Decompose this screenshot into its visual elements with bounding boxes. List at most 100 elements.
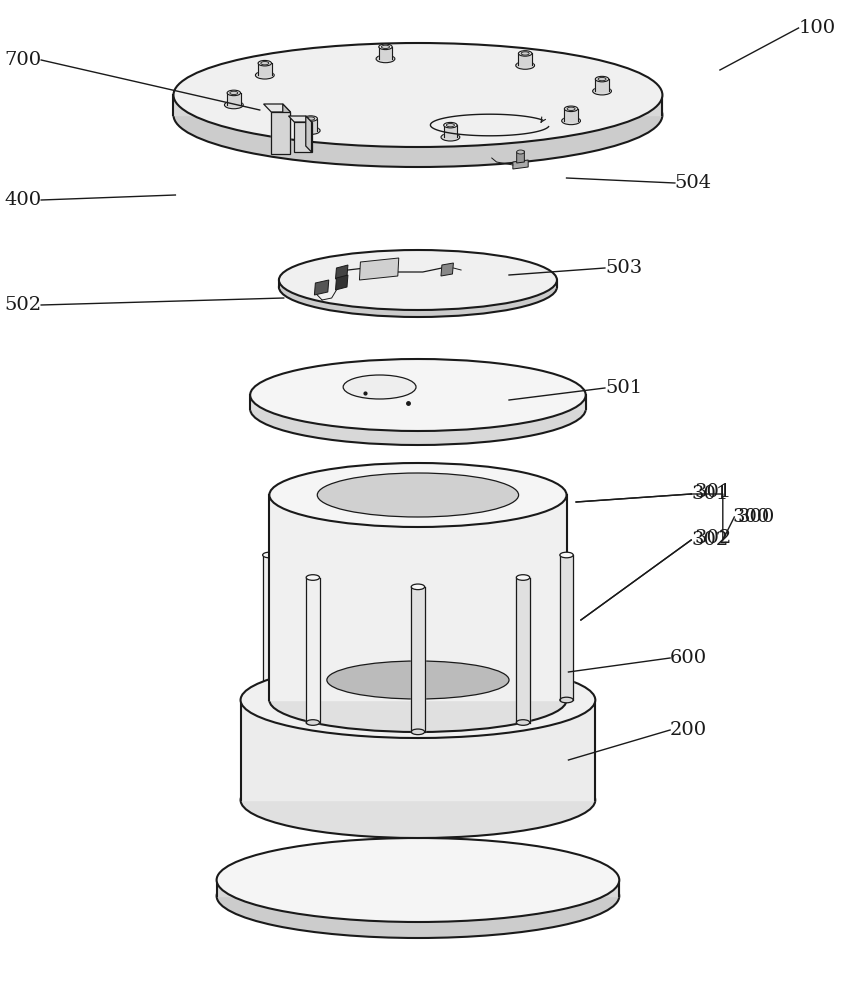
Polygon shape	[217, 880, 619, 896]
Ellipse shape	[230, 91, 238, 95]
Polygon shape	[336, 265, 348, 279]
Ellipse shape	[378, 44, 392, 50]
Polygon shape	[269, 495, 567, 700]
Polygon shape	[516, 532, 530, 677]
Ellipse shape	[444, 122, 458, 128]
Polygon shape	[304, 119, 317, 131]
Ellipse shape	[304, 116, 317, 121]
Ellipse shape	[279, 257, 557, 317]
Polygon shape	[306, 578, 320, 723]
Polygon shape	[564, 109, 578, 121]
Ellipse shape	[227, 90, 241, 96]
Polygon shape	[263, 104, 290, 112]
Ellipse shape	[382, 45, 389, 48]
Ellipse shape	[411, 584, 425, 590]
Ellipse shape	[376, 55, 395, 63]
Ellipse shape	[516, 530, 530, 535]
Polygon shape	[258, 63, 272, 75]
Polygon shape	[595, 79, 609, 91]
Text: 301: 301	[691, 485, 728, 503]
Polygon shape	[279, 280, 557, 287]
Polygon shape	[359, 258, 399, 280]
Ellipse shape	[595, 76, 609, 82]
Ellipse shape	[279, 250, 557, 310]
Ellipse shape	[261, 62, 269, 65]
Ellipse shape	[250, 373, 585, 445]
Ellipse shape	[564, 106, 578, 112]
Polygon shape	[336, 275, 348, 290]
Polygon shape	[516, 578, 530, 723]
Polygon shape	[306, 532, 320, 677]
Polygon shape	[227, 93, 241, 105]
Polygon shape	[272, 112, 290, 154]
Ellipse shape	[327, 661, 509, 699]
Ellipse shape	[269, 668, 567, 732]
Text: 502: 502	[4, 296, 41, 314]
Text: 700: 700	[4, 51, 41, 69]
Polygon shape	[294, 122, 311, 152]
Ellipse shape	[256, 71, 274, 79]
Text: 300: 300	[738, 508, 775, 526]
Polygon shape	[288, 116, 311, 122]
Polygon shape	[411, 587, 425, 732]
Ellipse shape	[521, 52, 529, 55]
Ellipse shape	[173, 63, 663, 167]
Polygon shape	[518, 53, 532, 65]
Ellipse shape	[250, 359, 585, 431]
Ellipse shape	[560, 552, 574, 558]
Ellipse shape	[343, 375, 416, 399]
Text: 100: 100	[799, 19, 836, 37]
Text: 503: 503	[605, 259, 643, 277]
Ellipse shape	[516, 675, 530, 680]
Polygon shape	[173, 95, 663, 115]
Polygon shape	[250, 395, 585, 409]
Ellipse shape	[306, 575, 320, 580]
Ellipse shape	[447, 124, 454, 127]
Ellipse shape	[331, 681, 505, 719]
Ellipse shape	[306, 530, 320, 535]
Ellipse shape	[598, 77, 606, 81]
Ellipse shape	[516, 575, 530, 580]
Ellipse shape	[411, 729, 425, 735]
Polygon shape	[262, 555, 276, 700]
Ellipse shape	[269, 463, 567, 527]
Polygon shape	[241, 700, 595, 800]
Text: 400: 400	[4, 191, 41, 209]
Text: 301: 301	[694, 483, 732, 501]
Polygon shape	[378, 47, 392, 59]
Ellipse shape	[301, 127, 320, 134]
Ellipse shape	[562, 117, 580, 125]
Polygon shape	[283, 104, 290, 154]
Ellipse shape	[307, 117, 315, 120]
Polygon shape	[411, 523, 425, 668]
Ellipse shape	[411, 665, 425, 671]
Ellipse shape	[303, 675, 533, 725]
Ellipse shape	[262, 552, 276, 558]
Ellipse shape	[560, 697, 574, 703]
Ellipse shape	[306, 675, 320, 680]
Ellipse shape	[516, 150, 524, 154]
Ellipse shape	[241, 662, 595, 738]
Ellipse shape	[217, 854, 619, 938]
Ellipse shape	[441, 133, 460, 141]
Ellipse shape	[241, 762, 595, 838]
Ellipse shape	[411, 520, 425, 526]
Polygon shape	[315, 280, 329, 295]
Ellipse shape	[217, 838, 619, 922]
Polygon shape	[272, 112, 290, 154]
Polygon shape	[441, 263, 453, 276]
Ellipse shape	[258, 60, 272, 66]
Text: 200: 200	[670, 721, 707, 739]
Polygon shape	[444, 125, 458, 137]
Ellipse shape	[173, 43, 663, 147]
Polygon shape	[306, 116, 311, 152]
Polygon shape	[560, 555, 574, 700]
Ellipse shape	[262, 697, 276, 703]
Text: 501: 501	[605, 379, 642, 397]
Text: 600: 600	[670, 649, 707, 667]
Text: 300: 300	[733, 508, 770, 526]
Ellipse shape	[567, 107, 575, 110]
Polygon shape	[513, 160, 528, 169]
Ellipse shape	[516, 62, 535, 69]
Ellipse shape	[518, 51, 532, 56]
